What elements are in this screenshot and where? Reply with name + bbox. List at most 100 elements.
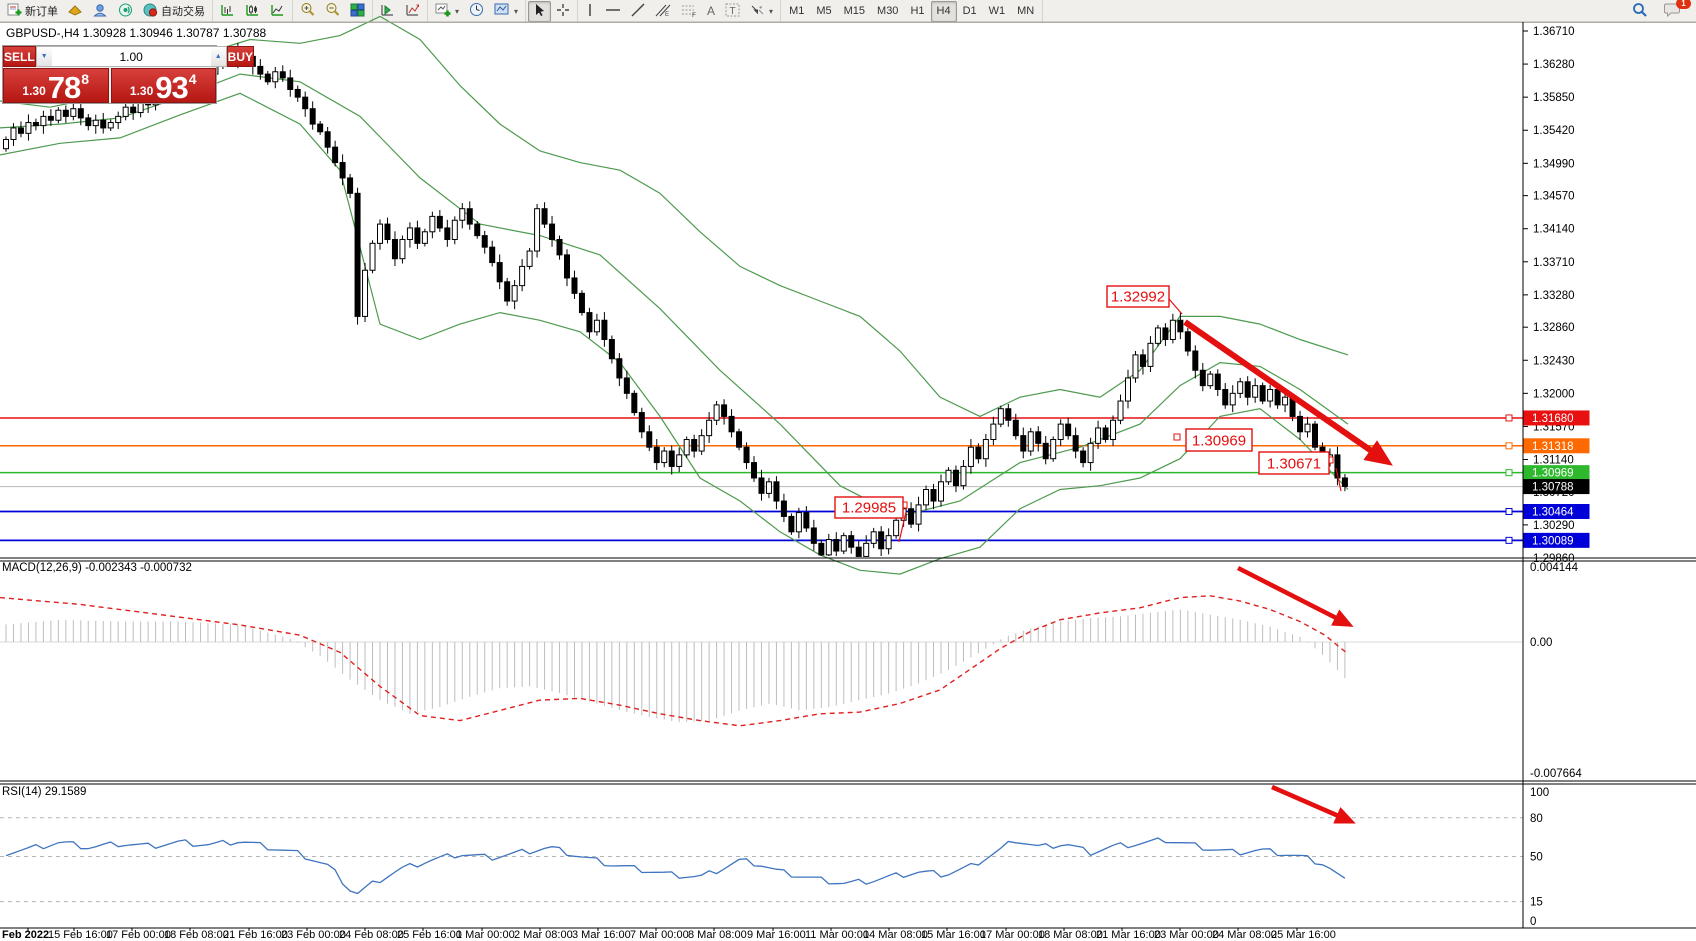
sell-price-display[interactable]: 1.30 78 8 — [3, 68, 109, 103]
new-chart-button[interactable]: ▾ — [430, 1, 464, 22]
zoom-in-button[interactable] — [295, 1, 320, 22]
tf-mn-button[interactable]: MN — [1017, 5, 1035, 17]
fibonacci-tool-button[interactable]: F — [676, 1, 702, 22]
time-axis-label: 8 Mar 08:00 — [688, 929, 747, 941]
vertical-line-tool-button[interactable] — [580, 1, 600, 22]
cursor-tool-button[interactable] — [528, 0, 552, 22]
svg-text:1.29985: 1.29985 — [842, 500, 896, 517]
arrows-caret-icon: ▾ — [769, 6, 774, 16]
tile-windows-button[interactable] — [345, 1, 370, 22]
candles — [3, 42, 1348, 557]
text-tool-button[interactable]: A — [702, 1, 720, 22]
tf-m5-button[interactable]: M5 — [816, 5, 832, 17]
buy-button[interactable]: BUY — [226, 46, 255, 67]
price-annotation[interactable]: 1.30671 — [1258, 451, 1342, 492]
line-chart-icon — [270, 3, 285, 20]
arrows-tool-button[interactable]: ▾ — [745, 1, 778, 22]
volume-input[interactable] — [51, 47, 211, 66]
buy-price-display[interactable]: 1.30 93 4 — [110, 68, 216, 103]
search-icon — [1632, 2, 1648, 21]
text-tool-icon: A — [707, 4, 716, 18]
indicator-axis-label: 0 — [1530, 916, 1536, 928]
search-button[interactable] — [1627, 1, 1653, 22]
bollinger-middle-band[interactable] — [0, 73, 1349, 518]
accounts-button[interactable] — [88, 1, 113, 22]
price-tick-label: 1.33710 — [1533, 257, 1575, 269]
tf-h1-button[interactable]: H1 — [910, 5, 925, 17]
tf-m1-button[interactable]: M1 — [789, 5, 805, 17]
draw-tools-group: E F A T ▾ — [578, 0, 782, 22]
equidistant-channel-tool-button[interactable]: E — [650, 1, 676, 22]
volume-increase-button[interactable]: ▲ — [210, 47, 226, 66]
main-toolbar: 新订单 自动交易 — [0, 0, 1696, 23]
volume-decrease-button[interactable]: ▼ — [36, 47, 52, 66]
svg-text:1.30788: 1.30788 — [1532, 482, 1574, 494]
tf-d1-button[interactable]: D1 — [962, 5, 977, 17]
time-axis-label: 18 Mar 08:00 — [1038, 929, 1103, 941]
line-anchor-square[interactable] — [1505, 536, 1513, 544]
bar-chart-button[interactable] — [215, 1, 240, 22]
trend-arrow[interactable] — [1183, 319, 1393, 466]
tf-m30-button[interactable]: M30 — [877, 5, 899, 17]
candlestick-chart-button[interactable] — [240, 1, 265, 22]
tf-w1-button[interactable]: W1 — [988, 5, 1006, 17]
chart-profile-button[interactable]: ▾ — [489, 1, 523, 22]
trend-arrows[interactable] — [1183, 319, 1393, 824]
indicators-button[interactable] — [400, 1, 425, 22]
time-axis-label: 1 Mar 00:00 — [456, 929, 515, 941]
price-tick-label: 1.31140 — [1533, 455, 1574, 467]
tile-windows-icon — [350, 3, 365, 20]
indicator-axis-label: 100 — [1530, 787, 1549, 799]
line-chart-button[interactable] — [265, 1, 290, 22]
tf-m15-button[interactable]: M15 — [843, 5, 866, 17]
auto-trading-button[interactable]: 自动交易 — [138, 1, 210, 22]
history-center-button[interactable] — [63, 1, 88, 22]
macd-pane[interactable]: MACD(12,26,9) -0.002343 -0.000732 — [0, 562, 1523, 727]
trend-arrow[interactable] — [1236, 565, 1354, 627]
price-annotation[interactable]: 1.32992 — [1106, 285, 1183, 315]
trendline-tool-button[interactable] — [626, 1, 650, 22]
chart-profile-icon — [494, 3, 510, 20]
new-order-label: 新订单 — [25, 6, 58, 18]
line-anchor-square[interactable] — [1505, 508, 1513, 516]
line-anchor-square[interactable] — [1505, 414, 1513, 422]
strategy-tester-button[interactable] — [375, 1, 400, 22]
rsi-pane[interactable]: RSI(14) 29.1589 — [0, 786, 1523, 903]
notification-badge: 1 — [1676, 0, 1691, 9]
text-label-tool-button[interactable]: T — [720, 1, 745, 22]
notifications-button[interactable]: 1 — [1659, 0, 1691, 22]
zoom-out-button[interactable] — [320, 1, 345, 22]
buy-price-prefix: 1.30 — [129, 84, 154, 98]
trend-arrow[interactable] — [1271, 784, 1356, 824]
price-tick-label: 1.32430 — [1533, 355, 1575, 367]
price-annotation[interactable]: 1.29985 — [834, 496, 908, 543]
bollinger-lower-band[interactable] — [0, 92, 1349, 575]
price-annotation[interactable]: 1.30969 — [1173, 428, 1253, 452]
svg-text:T: T — [730, 6, 736, 17]
price-axis[interactable]: 1.36710 1.36280 1.35850 1.35420 1.34990 1.345… — [1523, 26, 1590, 928]
indicator-axis-label: 80 — [1530, 813, 1543, 825]
sell-button[interactable]: SELL — [3, 46, 36, 67]
line-anchor-square[interactable] — [1505, 469, 1513, 477]
horizontal-line-tool-button[interactable] — [600, 1, 626, 22]
accounts-icon — [93, 3, 108, 20]
pane-separators — [0, 21, 1696, 929]
time-axis-label: Feb 2022 — [2, 929, 49, 941]
price-line-badge — [1523, 410, 1590, 426]
svg-text:1.30464: 1.30464 — [1532, 507, 1574, 519]
signals-button[interactable] — [113, 1, 138, 22]
macd-histogram — [5, 609, 1346, 723]
indicator-axis-label: 0.004144 — [1530, 562, 1579, 574]
time-axis-label: 24 Mar 08:00 — [1212, 929, 1277, 941]
line-anchor-square[interactable] — [1505, 442, 1513, 450]
main-price-pane[interactable]: 1.32992 1.30969 1.30671 1.29985 — [0, 15, 1523, 575]
crosshair-tool-button[interactable] — [551, 1, 575, 22]
new-order-button[interactable]: 新订单 — [2, 1, 63, 22]
horizontal-line-icon — [605, 3, 621, 20]
price-tick-label: 1.36710 — [1533, 26, 1575, 38]
period-clock-button[interactable] — [464, 1, 489, 22]
tf-h4-button[interactable]: H4 — [930, 0, 957, 22]
timeframe-group: M1 M5 M15 M30 H1 H4 D1 W1 MN — [781, 0, 1044, 22]
